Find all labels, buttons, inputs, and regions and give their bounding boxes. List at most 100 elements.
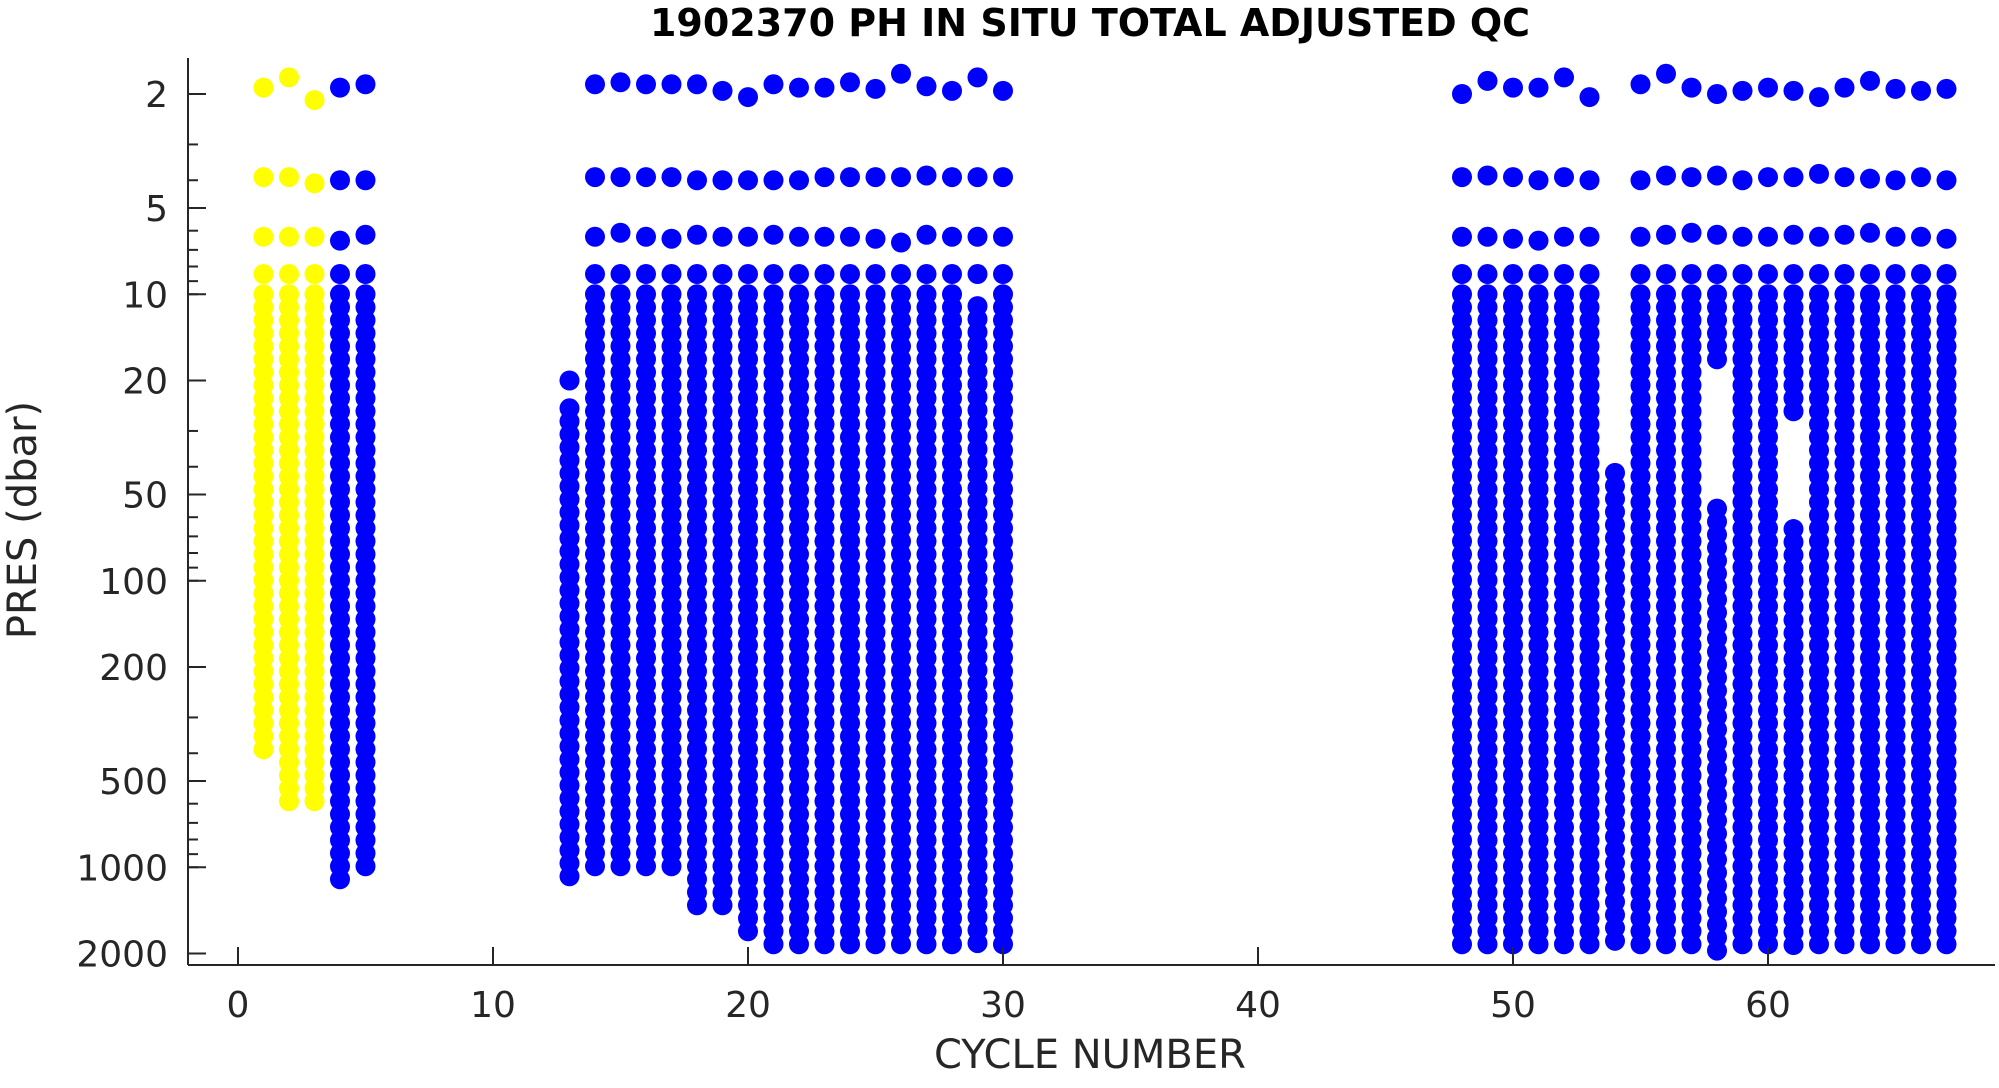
data-point	[763, 264, 784, 285]
data-point	[738, 264, 758, 285]
x-tick-label: 60	[1745, 985, 1791, 1026]
data-point	[840, 264, 860, 285]
data-point	[1783, 401, 1804, 422]
data-point	[1834, 934, 1855, 955]
data-point	[330, 230, 350, 251]
data-point	[712, 170, 733, 191]
data-point	[763, 170, 784, 191]
data-point	[1758, 264, 1778, 285]
data-point	[585, 167, 605, 188]
data-point	[814, 167, 835, 188]
data-point	[279, 264, 299, 285]
x-axis-label: CYCLE NUMBER	[934, 1032, 1246, 1078]
data-point	[1452, 226, 1472, 247]
y-tick-label: 2000	[76, 935, 168, 976]
data-point	[916, 165, 937, 186]
data-point	[253, 77, 274, 98]
data-point	[610, 72, 631, 93]
y-tick-label: 20	[122, 362, 168, 403]
data-point	[330, 869, 350, 890]
data-point	[1477, 934, 1498, 955]
data-point	[304, 791, 325, 812]
data-point	[1885, 78, 1906, 99]
data-point	[712, 264, 733, 285]
data-point	[304, 90, 325, 111]
data-point	[738, 226, 758, 247]
x-tick-label: 0	[227, 985, 250, 1026]
data-point	[891, 167, 911, 188]
data-point	[712, 895, 733, 916]
data-point	[1783, 80, 1804, 101]
data-point	[840, 934, 860, 955]
data-point	[279, 791, 299, 812]
data-point	[1477, 226, 1498, 247]
data-point	[1834, 77, 1855, 98]
data-point	[1503, 167, 1523, 188]
data-point	[942, 80, 962, 101]
data-point	[559, 866, 580, 887]
data-point	[279, 67, 299, 88]
x-tick-label: 30	[980, 985, 1026, 1026]
data-point	[661, 167, 682, 188]
data-point	[891, 264, 911, 285]
data-point	[1528, 230, 1549, 251]
data-point	[1681, 167, 1702, 188]
y-tick-label: 100	[99, 562, 168, 603]
data-point	[355, 170, 376, 191]
data-point	[763, 934, 784, 955]
data-point	[1452, 167, 1472, 188]
data-point	[1605, 930, 1625, 951]
data-point	[1936, 228, 1957, 249]
data-point	[1579, 264, 1600, 285]
data-point	[1732, 934, 1753, 955]
x-tick-label: 10	[470, 985, 516, 1026]
data-point	[865, 167, 886, 188]
data-point	[993, 934, 1013, 955]
data-point	[1630, 934, 1651, 955]
data-point	[1911, 80, 1931, 101]
y-tick-label: 500	[99, 762, 168, 803]
data-point	[661, 228, 682, 249]
data-point	[1809, 87, 1829, 108]
data-point	[1656, 224, 1676, 245]
data-point	[1809, 934, 1829, 955]
data-point	[1503, 77, 1523, 98]
data-point	[942, 226, 962, 247]
data-point	[355, 856, 376, 877]
data-point	[253, 167, 274, 188]
data-point	[814, 934, 835, 955]
data-point	[1681, 77, 1702, 98]
data-point	[1911, 167, 1931, 188]
data-point	[865, 264, 886, 285]
data-point	[1554, 934, 1574, 955]
data-point	[1758, 77, 1778, 98]
data-point	[1834, 167, 1855, 188]
data-point	[865, 934, 886, 955]
data-point	[1783, 264, 1804, 285]
data-point	[1579, 934, 1600, 955]
data-point	[738, 921, 758, 942]
data-point	[942, 934, 962, 955]
data-point	[1860, 934, 1880, 955]
data-point	[814, 264, 835, 285]
data-point	[1681, 934, 1702, 955]
data-point	[967, 167, 988, 188]
data-point	[1528, 934, 1549, 955]
data-point	[1860, 168, 1880, 189]
data-point	[1452, 84, 1472, 104]
data-point	[1707, 264, 1727, 285]
data-point	[1656, 63, 1676, 84]
data-point	[993, 80, 1013, 101]
data-point	[1885, 226, 1906, 247]
data-point	[1936, 934, 1957, 955]
data-point	[610, 167, 631, 188]
data-point	[585, 74, 605, 95]
data-point	[687, 74, 707, 95]
data-point	[1681, 264, 1702, 285]
data-point	[891, 63, 911, 84]
y-tick-label: 1000	[76, 848, 168, 889]
data-point	[1809, 226, 1829, 247]
plot-points	[253, 63, 1957, 961]
data-point	[1477, 70, 1498, 91]
data-point	[279, 226, 299, 247]
